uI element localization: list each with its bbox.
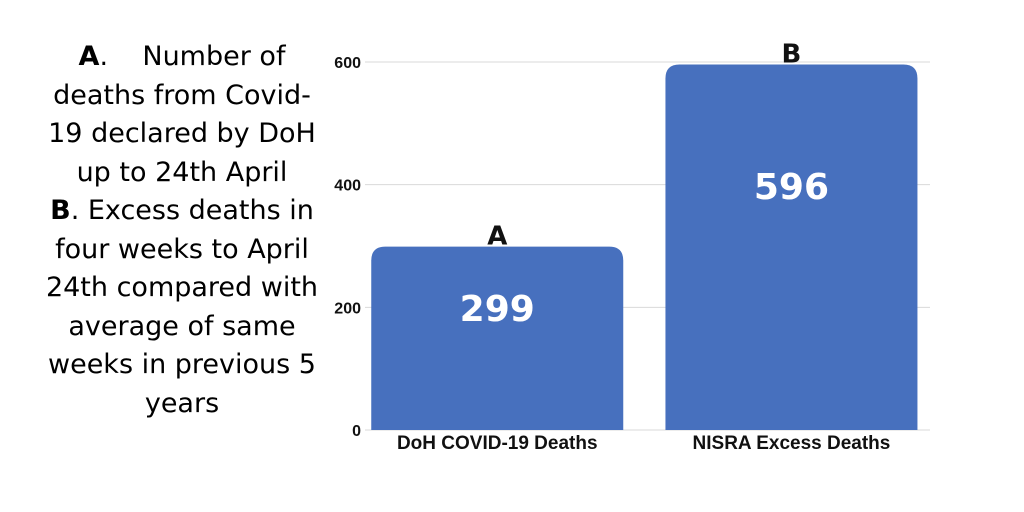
x-tick-label-2: NISRA Excess Deaths: [693, 433, 891, 454]
y-tick-label-200: 200: [334, 300, 361, 317]
bar-1: [371, 246, 624, 430]
y-tick-label-400: 400: [334, 178, 361, 195]
note-b-letter: B: [50, 195, 71, 226]
note-b-text: Excess deaths in four weeks to April 24t…: [45, 195, 319, 419]
notes-panel: A. Number of deaths from Covid-19 declar…: [44, 38, 320, 423]
note-a: A. Number of deaths from Covid-19 declar…: [48, 41, 316, 188]
bar-letter-1: A: [487, 222, 507, 252]
note-a-letter: A: [78, 41, 100, 72]
y-tick-label-600: 600: [334, 55, 361, 72]
note-a-text: Number of deaths from Covid-19 declared …: [48, 41, 316, 188]
y-tick-label-0: 0: [352, 423, 361, 440]
data-label-1: 299: [460, 289, 535, 330]
bar-letter-2: B: [782, 39, 802, 69]
bar-2: [665, 64, 918, 430]
data-label-2: 596: [754, 167, 829, 208]
note-b: B. Excess deaths in four weeks to April …: [45, 195, 319, 419]
x-tick-label-1: DoH COVID-19 Deaths: [397, 433, 598, 454]
